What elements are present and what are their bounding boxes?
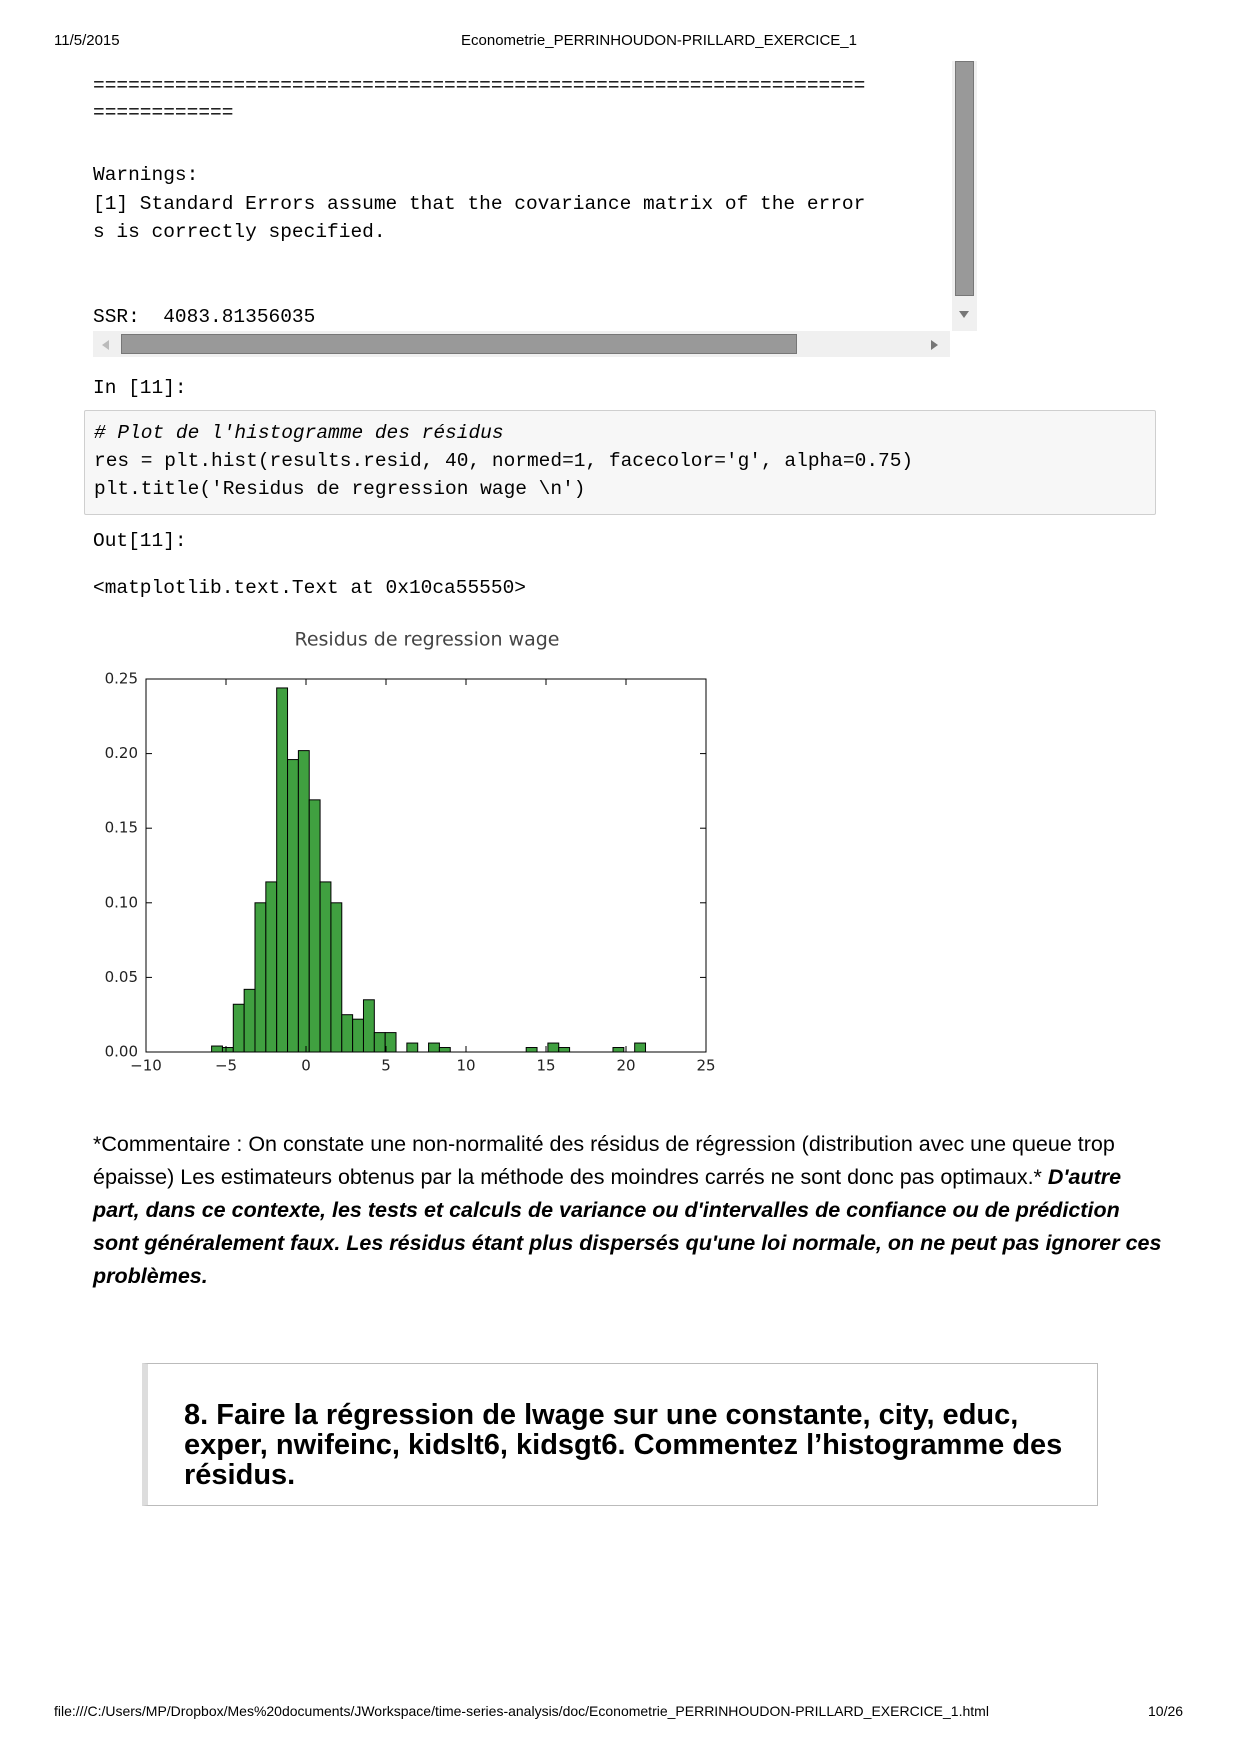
x-tick-label: 25 — [696, 1057, 715, 1075]
x-tick-label: 0 — [301, 1057, 311, 1075]
scroll-thumb[interactable] — [121, 334, 797, 354]
bar — [232, 1003, 245, 1053]
output-line: SSR: 4083.81356035 — [93, 306, 316, 328]
input-prompt: In [11]: — [93, 377, 187, 399]
comment-text: *Commentaire : On constate une non-norma… — [93, 1132, 1115, 1189]
bar — [634, 1042, 647, 1053]
output-line: s is correctly specified. — [93, 221, 386, 243]
vertical-scrollbar[interactable] — [952, 61, 977, 331]
print-date: 11/5/2015 — [54, 32, 120, 49]
y-tick-label: 0.20 — [105, 744, 138, 762]
commentary: *Commentaire : On constate une non-norma… — [93, 1128, 1163, 1293]
bar — [330, 902, 343, 1053]
bar — [362, 999, 375, 1053]
bar — [612, 1047, 625, 1053]
bar — [287, 759, 299, 1053]
output-text: <matplotlib.text.Text at 0x10ca55550> — [93, 577, 526, 599]
bar — [308, 799, 321, 1053]
x-tick-label: 15 — [536, 1057, 555, 1075]
y-tick-label: 0.25 — [105, 670, 138, 688]
bar — [221, 1047, 234, 1053]
bar — [547, 1042, 560, 1053]
bar — [211, 1045, 223, 1053]
scroll-arrow[interactable] — [102, 340, 109, 350]
footer-url: file:///C:/Users/MP/Dropbox/Mes%20docume… — [54, 1703, 989, 1719]
code-comment: # Plot de l'histogramme des résidus — [94, 422, 504, 444]
output-prompt: Out[11]: — [93, 530, 187, 552]
x-tick-label: 5 — [381, 1057, 391, 1075]
axes-frame — [145, 678, 707, 1053]
bar — [265, 881, 278, 1053]
bar — [384, 1032, 397, 1053]
y-tick-label: 0.15 — [105, 819, 138, 837]
chart-title: Residus de regression wage — [295, 629, 560, 651]
bar — [373, 1032, 386, 1053]
bar — [319, 881, 332, 1053]
output-line: [1] Standard Errors assume that the cova… — [93, 193, 866, 215]
x-tick-label: −5 — [215, 1057, 237, 1075]
bar — [428, 1042, 440, 1053]
bar — [297, 750, 310, 1053]
code-line: plt.title('Residus de regression wage \n… — [94, 478, 586, 500]
output-line: ========================================… — [93, 75, 866, 97]
page-number: 10/26 — [1148, 1703, 1184, 1719]
x-tick-label: 20 — [616, 1057, 635, 1075]
x-tick-label: −10 — [130, 1057, 162, 1075]
bar — [406, 1042, 419, 1053]
comment-emphasis: D'autre part, dans ce contexte, les test… — [93, 1165, 1162, 1288]
horizontal-scrollbar[interactable] — [93, 331, 950, 357]
bar — [254, 902, 267, 1053]
y-tick-label: 0.05 — [105, 968, 138, 986]
y-tick-label: 0.00 — [105, 1043, 138, 1061]
scroll-arrow[interactable] — [959, 311, 969, 318]
scroll-arrow[interactable] — [931, 340, 938, 350]
bar — [438, 1047, 451, 1053]
bar — [352, 1018, 364, 1053]
code-cell[interactable]: # Plot de l'histogramme des résidus res … — [84, 410, 1156, 515]
bar — [276, 687, 289, 1053]
output-line: Warnings: — [93, 164, 199, 186]
code-line: res = plt.hist(results.resid, 40, normed… — [94, 450, 914, 472]
x-tick-label: 10 — [456, 1057, 475, 1075]
y-tick-label: 0.10 — [105, 893, 138, 911]
output-line: ============ — [93, 102, 234, 124]
heading-box: 8. Faire la régression de lwage sur une … — [142, 1363, 1098, 1506]
print-title: Econometrie_PERRINHOUDON-PRILLARD_EXERCI… — [461, 32, 857, 49]
bar — [341, 1014, 354, 1053]
histogram-chart: Residus de regression wage 0.00 0.05 0.10 0… — [105, 629, 716, 1075]
bar — [558, 1047, 571, 1053]
bar — [243, 988, 256, 1053]
bar — [525, 1047, 538, 1053]
section-heading: 8. Faire la régression de lwage sur une … — [184, 1399, 1063, 1491]
scroll-thumb[interactable] — [955, 61, 974, 296]
